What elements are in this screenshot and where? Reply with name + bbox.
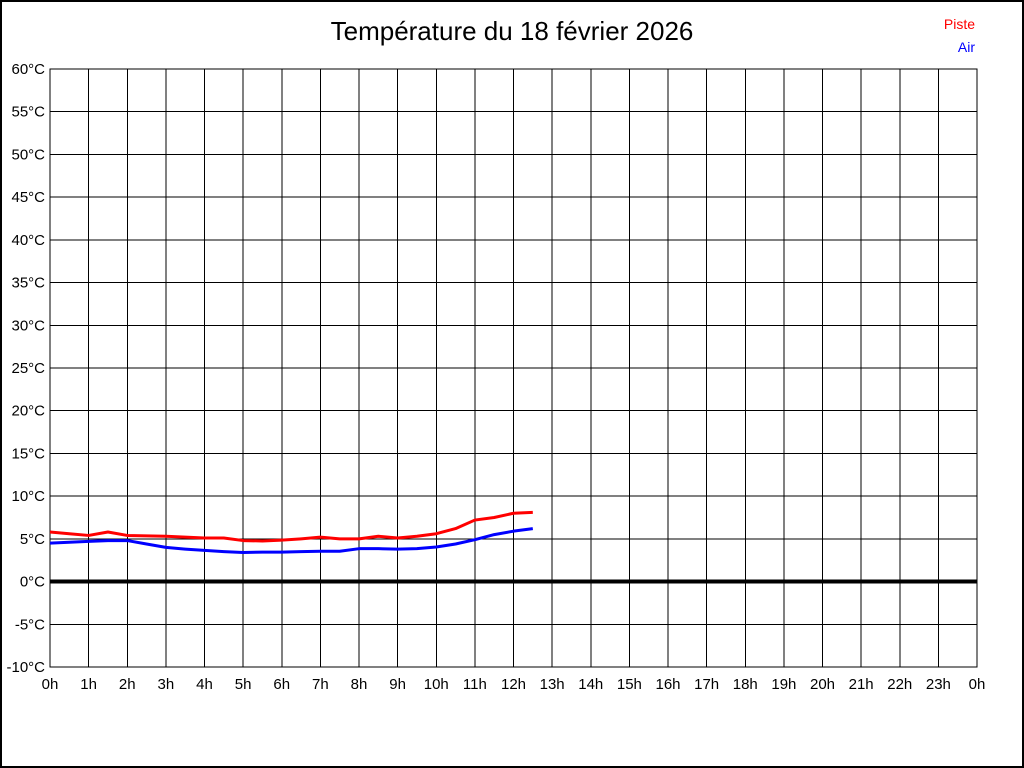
- x-axis-label: 20h: [810, 676, 835, 693]
- y-axis-label: 45°C: [11, 189, 45, 206]
- y-axis-label: 60°C: [11, 61, 45, 78]
- x-axis-label: 15h: [617, 676, 642, 693]
- x-axis-label: 12h: [501, 676, 526, 693]
- x-axis-label: 0h: [42, 676, 59, 693]
- y-axis-label: 0°C: [20, 574, 45, 591]
- x-axis-label: 21h: [849, 676, 874, 693]
- y-axis-label: 15°C: [11, 445, 45, 462]
- x-axis-label: 23h: [926, 676, 951, 693]
- x-axis-label: 16h: [655, 676, 680, 693]
- y-axis-label: 20°C: [11, 403, 45, 420]
- x-axis-label: 0h: [969, 676, 986, 693]
- x-axis-label: 17h: [694, 676, 719, 693]
- legend: Piste Air: [944, 13, 975, 59]
- x-axis-label: 1h: [80, 676, 97, 693]
- y-axis-label: -5°C: [15, 616, 45, 633]
- x-axis-label: 6h: [273, 676, 290, 693]
- x-axis-label: 11h: [463, 676, 487, 693]
- x-axis-label: 13h: [540, 676, 565, 693]
- x-axis-label: 2h: [119, 676, 136, 693]
- plot-frame: [49, 68, 978, 668]
- x-axis-label: 7h: [312, 676, 329, 693]
- x-axis-label: 14h: [578, 676, 603, 693]
- chart-title: Température du 18 février 2026: [330, 16, 694, 46]
- y-axis-label: 10°C: [11, 488, 45, 505]
- x-axis-label: 5h: [235, 676, 252, 693]
- piste-line: [49, 510, 533, 543]
- y-axis-label: 5°C: [20, 531, 45, 548]
- x-axis-label: 3h: [158, 676, 175, 693]
- y-axis-label: 25°C: [11, 360, 45, 377]
- x-axis-label: 8h: [351, 676, 368, 693]
- legend-entry-piste: Piste: [943, 16, 975, 32]
- x-axis-label: 18h: [733, 676, 758, 693]
- y-axis-label: 35°C: [11, 275, 45, 292]
- x-axis-label: 4h: [196, 676, 213, 693]
- air-line: [49, 527, 534, 555]
- y-axis-label: 30°C: [11, 317, 45, 334]
- x-axis-label: 19h: [771, 676, 796, 693]
- y-axis-label: 55°C: [11, 104, 45, 121]
- x-axis-label: 9h: [389, 676, 406, 693]
- y-axis-label: 50°C: [11, 146, 45, 163]
- x-axis-label: 10h: [424, 676, 449, 693]
- y-axis-label: 40°C: [11, 232, 45, 249]
- legend-entry-air: Air: [957, 39, 975, 55]
- y-axis-label: -10°C: [6, 659, 45, 676]
- x-axis-label: 22h: [887, 676, 912, 693]
